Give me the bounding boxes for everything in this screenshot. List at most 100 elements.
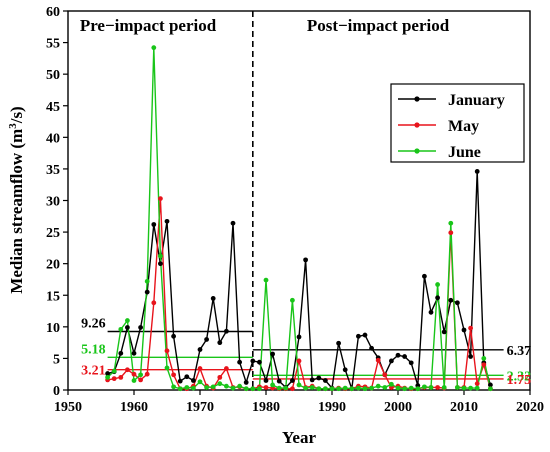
data-point-january xyxy=(217,340,223,346)
data-point-june xyxy=(237,383,243,389)
data-point-may xyxy=(151,300,157,306)
y-axis-title-main: Median streamflow (m xyxy=(7,129,26,294)
y-tick-label: 20 xyxy=(46,258,60,273)
data-point-january xyxy=(408,360,414,366)
legend-box xyxy=(390,83,525,163)
data-point-june xyxy=(408,385,414,391)
data-point-january xyxy=(276,378,282,384)
x-tick-label: 1990 xyxy=(318,400,346,415)
data-point-june xyxy=(138,372,144,378)
mean-label-january-pre: 9.26 xyxy=(81,317,106,332)
data-point-january xyxy=(204,337,210,342)
y-tick-label: 40 xyxy=(46,131,60,146)
legend-marker-june xyxy=(414,148,420,154)
data-point-may xyxy=(474,381,480,387)
series-points xyxy=(105,45,493,392)
data-point-june xyxy=(243,386,249,392)
data-point-may xyxy=(164,348,170,354)
data-point-may xyxy=(468,325,473,331)
x-axis-title: Year xyxy=(282,428,316,447)
data-point-june xyxy=(303,385,308,391)
data-point-january xyxy=(105,371,110,376)
legend-items: January May June xyxy=(398,92,505,161)
mean-label-june-pre: 5.18 xyxy=(81,342,106,357)
data-point-june xyxy=(336,386,341,392)
legend-marker-may xyxy=(414,122,420,128)
y-tick-label: 15 xyxy=(46,289,60,304)
data-point-june xyxy=(309,385,315,390)
data-point-june xyxy=(204,385,210,390)
data-point-january xyxy=(448,297,454,303)
data-point-june xyxy=(422,384,427,390)
data-point-june xyxy=(131,378,137,383)
data-point-may xyxy=(375,357,381,363)
x-tick-label: 1950 xyxy=(54,400,82,415)
data-point-june xyxy=(375,383,381,389)
data-point-january xyxy=(224,328,229,334)
y-axis-title-unit: /s) xyxy=(7,106,26,124)
data-point-may xyxy=(263,385,269,390)
data-point-may xyxy=(111,376,117,382)
data-point-june xyxy=(217,381,223,387)
data-point-january xyxy=(316,375,322,381)
data-point-june xyxy=(230,385,236,391)
data-point-january xyxy=(296,334,302,340)
data-point-january xyxy=(270,351,275,357)
y-tick-label: 45 xyxy=(46,100,60,115)
data-point-june xyxy=(158,253,163,259)
x-tick-label: 1960 xyxy=(120,400,148,415)
data-point-june xyxy=(349,386,355,392)
data-point-june xyxy=(197,379,203,385)
data-point-january xyxy=(461,327,467,333)
data-point-june xyxy=(389,381,394,387)
data-point-june xyxy=(144,278,150,284)
x-tick-label: 1970 xyxy=(186,400,214,415)
data-point-june xyxy=(474,385,480,391)
data-point-june xyxy=(151,45,157,51)
data-point-january xyxy=(488,382,493,388)
y-tick-label: 30 xyxy=(46,195,60,210)
mean-label-may-pre: 3.21 xyxy=(81,364,106,379)
data-point-january xyxy=(118,350,124,356)
data-point-june xyxy=(164,365,170,371)
data-point-june xyxy=(329,386,335,392)
data-point-june xyxy=(105,374,110,380)
pre-impact-label: Pre−impact period xyxy=(80,16,217,35)
data-point-january xyxy=(356,333,361,339)
data-point-january xyxy=(184,374,190,380)
x-tick-label: 2010 xyxy=(450,400,478,415)
y-axis-title: Median streamflow (m3/s) xyxy=(7,106,26,293)
data-point-may xyxy=(382,372,388,378)
y-tick-label: 60 xyxy=(46,5,60,20)
data-point-june xyxy=(263,277,269,283)
data-point-june xyxy=(276,385,282,391)
x-tick-label: 2020 xyxy=(516,400,544,415)
data-point-june xyxy=(356,385,361,391)
legend-label-june: June xyxy=(448,144,481,161)
data-point-may xyxy=(144,371,150,377)
y-tick-label: 25 xyxy=(46,226,60,241)
data-point-june xyxy=(441,385,447,390)
data-point-june xyxy=(461,385,467,391)
data-point-may xyxy=(131,371,137,377)
data-point-january xyxy=(144,289,150,295)
y-tick-label: 55 xyxy=(46,37,60,52)
period-mean-labels: 9.26 6.37 5.18 2.32 3.21 1.75 xyxy=(81,317,531,388)
post-impact-label: Post−impact period xyxy=(307,16,450,35)
data-point-january xyxy=(243,380,249,385)
data-point-june xyxy=(296,382,302,388)
data-point-january xyxy=(402,354,407,359)
data-point-january xyxy=(138,325,144,330)
data-point-june xyxy=(125,318,130,323)
data-point-january xyxy=(389,358,394,364)
data-point-january xyxy=(257,359,262,365)
data-point-june xyxy=(415,386,421,392)
data-point-june xyxy=(250,386,256,392)
data-point-january xyxy=(131,350,137,356)
data-point-january xyxy=(158,261,163,267)
data-point-january xyxy=(362,332,368,338)
data-point-january xyxy=(303,257,308,263)
data-point-june xyxy=(488,386,493,392)
